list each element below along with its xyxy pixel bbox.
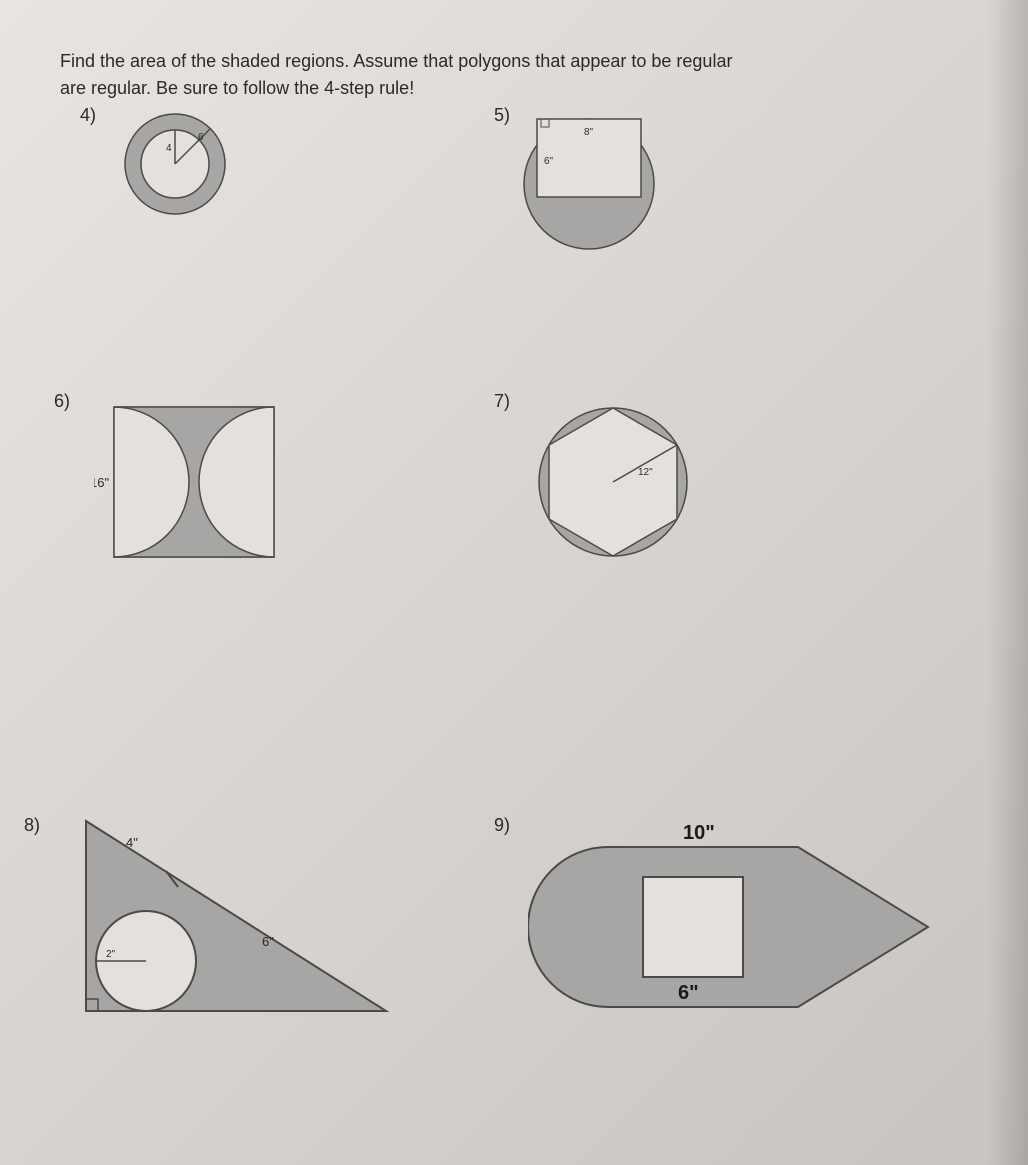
problem-7-figure: 12" xyxy=(528,397,698,567)
p8-r-label: 2" xyxy=(106,949,116,960)
p9-square-label: 6" xyxy=(678,982,699,1004)
instructions-line1: Find the area of the shaded regions. Ass… xyxy=(60,50,968,73)
problem-4-figure: 4 6 xyxy=(120,109,230,219)
p5-width-label: 8" xyxy=(584,127,594,138)
problem-6-figure: 16" xyxy=(94,397,284,567)
problem-8-figure: 4" 6" 2" xyxy=(66,811,406,1031)
problem-5-cell: 5) 8" 6" xyxy=(514,105,968,385)
problem-9-cell: 9) 10" 6" xyxy=(514,785,968,1045)
problem-6-label: 6) xyxy=(54,391,70,412)
problem-8-label: 8) xyxy=(24,815,40,836)
p7-radius-label: 12" xyxy=(638,467,653,478)
p4-inner-label: 4 xyxy=(166,143,172,154)
p4-outer-label: 6 xyxy=(198,132,204,143)
problem-4-cell: 4) 4 6 xyxy=(60,105,514,385)
problem-9-figure: 10" 6" xyxy=(528,817,948,1017)
problem-4-label: 4) xyxy=(80,105,96,126)
p9-width-label: 10" xyxy=(683,822,715,844)
worksheet-page: Find the area of the shaded regions. Ass… xyxy=(0,0,1028,1165)
instructions-line2: are regular. Be sure to follow the 4-ste… xyxy=(60,77,968,100)
p8-top-label: 4" xyxy=(126,835,138,850)
problem-8-cell: 8) 4" 6" 2" xyxy=(60,785,514,1045)
p8-bot-label: 6" xyxy=(262,934,274,949)
problem-5-label: 5) xyxy=(494,105,510,126)
p6-side-label: 16" xyxy=(94,475,109,490)
problem-9-label: 9) xyxy=(494,815,510,836)
problem-6-cell: 6) 16" xyxy=(60,385,514,785)
problem-7-label: 7) xyxy=(494,391,510,412)
problem-7-cell: 7) 12" xyxy=(514,385,968,785)
p5-height-label: 6" xyxy=(544,156,554,167)
problem-5-figure: 8" 6" xyxy=(514,109,664,259)
